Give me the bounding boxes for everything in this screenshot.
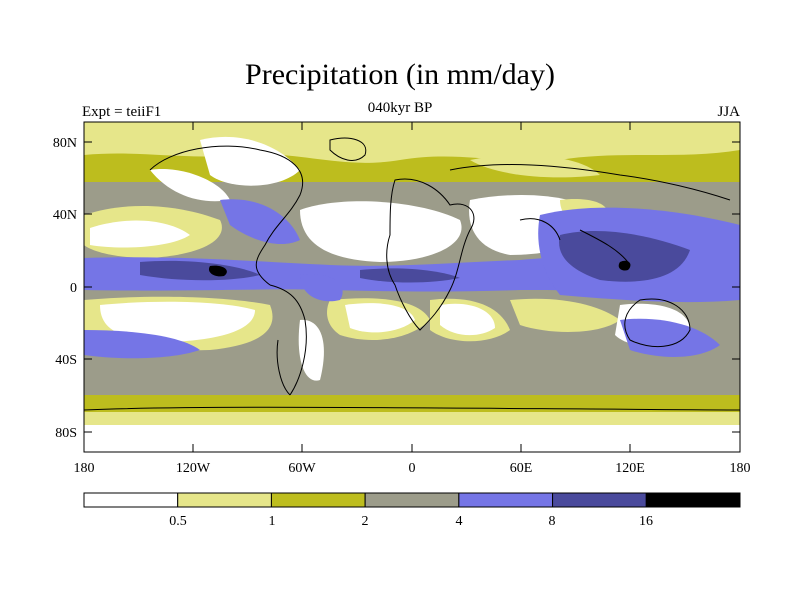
lon-tick-label: 120W <box>176 461 211 476</box>
lat-tick-label: 0 <box>70 281 77 296</box>
season-label: JJA <box>717 104 740 120</box>
colorbar-swatch <box>270 492 366 508</box>
colorbar-label: 1 <box>269 514 276 529</box>
latitude-axis <box>84 141 740 433</box>
map-title: Precipitation (in mm/day) <box>245 58 555 91</box>
colorbar-label: 0.5 <box>169 514 187 529</box>
colorbar-label: 2 <box>362 514 369 529</box>
colorbar-swatch <box>83 492 179 508</box>
lon-tick-label: 180 <box>74 461 95 476</box>
time-label: 040kyr BP <box>367 100 433 116</box>
lat-tick-label: 80S <box>55 426 77 441</box>
lon-tick-label: 120E <box>615 461 645 476</box>
lon-tick-label: 60E <box>510 461 533 476</box>
colorbar-label: 8 <box>549 514 556 529</box>
colorbar <box>83 492 741 508</box>
lat-tick-label: 40N <box>53 208 77 223</box>
precipitation-field <box>84 122 740 452</box>
lat-tick-label: 80N <box>53 136 77 151</box>
colorbar-swatch <box>552 492 647 508</box>
coastlines <box>84 137 740 411</box>
colorbar-swatch <box>458 492 554 508</box>
lon-tick-label: 180 <box>730 461 751 476</box>
longitude-axis <box>83 122 741 452</box>
lon-tick-label: 60W <box>288 461 316 476</box>
lon-tick-label: 0 <box>409 461 416 476</box>
colorbar-swatch <box>364 492 460 508</box>
lat-tick-label: 40S <box>55 353 77 368</box>
experiment-label: Expt = teiiF1 <box>82 104 162 120</box>
colorbar-label: 16 <box>639 514 653 529</box>
colorbar-swatch <box>645 492 741 508</box>
colorbar-label: 4 <box>456 514 463 529</box>
colorbar-swatch <box>177 492 272 508</box>
